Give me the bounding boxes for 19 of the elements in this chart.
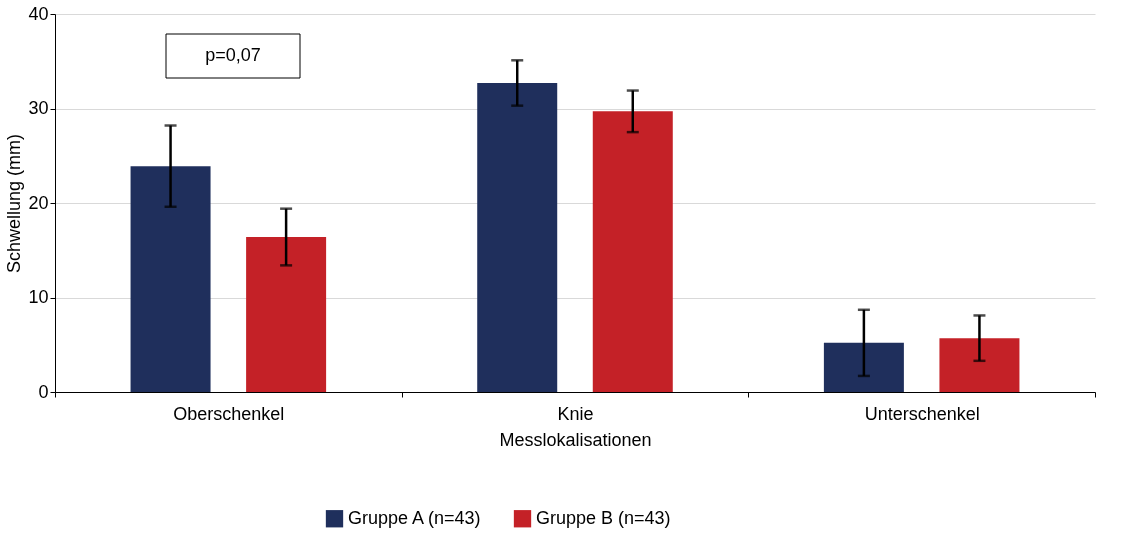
legend-label: Gruppe B (n=43)	[536, 507, 671, 528]
y-tick-label: 20	[28, 192, 49, 213]
y-axis-title: Schwellung (mm)	[4, 133, 25, 274]
bar	[477, 82, 558, 392]
y-tick-label: 0	[38, 381, 49, 402]
x-axis-title: Messlokalisationen	[499, 429, 652, 450]
x-tick-label: Unterschenkel	[864, 403, 980, 424]
y-tick-label: 30	[28, 98, 49, 118]
bar	[592, 111, 673, 392]
legend-label: Gruppe A (n=43)	[348, 507, 481, 528]
bar	[130, 166, 211, 392]
y-tick-label: 10	[28, 287, 49, 307]
bar	[823, 342, 904, 392]
x-tick-label: Oberschenkel	[173, 403, 285, 424]
annotation: p=0,07	[205, 45, 261, 65]
bar	[246, 237, 327, 392]
y-tick-label: 40	[28, 3, 49, 24]
x-tick-label: Knie	[557, 403, 594, 424]
bar	[939, 338, 1020, 392]
